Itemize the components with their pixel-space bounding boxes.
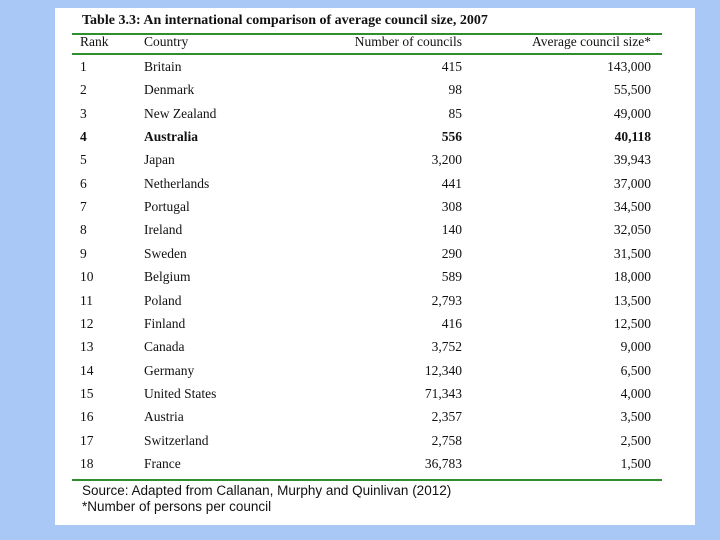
cell: Sweden	[144, 245, 187, 261]
source: Source: Adapted from Callanan, Murphy an…	[82, 483, 452, 498]
rule	[72, 33, 662, 35]
cell: 8	[80, 222, 87, 238]
cell: 71,343	[424, 385, 462, 401]
cell: Denmark	[144, 82, 195, 98]
cell: 18	[80, 455, 94, 471]
cell: New Zealand	[144, 105, 217, 121]
cell: 40,118	[614, 129, 651, 145]
cell: 2	[80, 82, 87, 98]
cell: 2,500	[620, 432, 651, 448]
column-header: Number of councils	[354, 34, 462, 49]
cell: 416	[441, 315, 462, 331]
document-panel: Table 3.3: An international comparison o…	[55, 8, 695, 525]
cell: 32,050	[613, 222, 651, 238]
cell: 16	[80, 409, 94, 425]
cell: 9	[80, 245, 87, 261]
cell: 4,000	[620, 385, 651, 401]
cell: Belgium	[144, 269, 191, 285]
cell: 415	[441, 59, 462, 74]
cell: 37,000	[613, 175, 651, 191]
column-header: Rank	[80, 34, 109, 49]
rule	[72, 53, 662, 55]
cell: Australia	[144, 129, 198, 145]
cell: 556	[441, 129, 462, 145]
cell: 13,500	[613, 292, 651, 308]
cell: Britain	[144, 59, 182, 74]
cell: 12	[80, 315, 94, 331]
cell: 4	[80, 129, 87, 145]
cell: 11	[80, 292, 93, 308]
cell: Germany	[144, 362, 195, 378]
cell: 18,000	[613, 269, 651, 285]
cell: 9,000	[620, 339, 651, 355]
cell: 2,357	[431, 409, 462, 425]
cell: 2,758	[431, 432, 462, 448]
cell: 290	[441, 245, 462, 261]
cell: Switzerland	[144, 432, 209, 448]
cell: 140	[441, 222, 462, 238]
cell: 17	[80, 432, 94, 448]
cell: 1	[80, 59, 87, 74]
cell: Poland	[144, 292, 182, 308]
cell: 441	[441, 175, 462, 191]
cell: 31,500	[613, 245, 651, 261]
rule	[72, 479, 662, 481]
cell: 7	[80, 199, 87, 215]
cell: 308	[441, 199, 462, 215]
cell: 49,000	[613, 105, 651, 121]
cell: 6	[80, 175, 87, 191]
cell: 143,000	[607, 59, 651, 74]
cell: 14	[80, 362, 94, 378]
cell: 5	[80, 152, 87, 168]
cell: France	[144, 455, 181, 471]
cell: 2,793	[431, 292, 462, 308]
cell: 36,783	[424, 455, 462, 471]
cell: 15	[80, 385, 94, 401]
cell: 12,500	[613, 315, 651, 331]
cell: 39,943	[613, 152, 651, 168]
cell: 589	[441, 269, 462, 285]
cell: Japan	[144, 152, 175, 168]
cell: 10	[80, 269, 94, 285]
table-title: Table 3.3: An international comparison o…	[82, 13, 488, 28]
cell: United States	[144, 385, 217, 401]
cell: 3,500	[620, 409, 651, 425]
cell: Portugal	[144, 199, 190, 215]
column-header: Country	[144, 34, 189, 49]
cell: 1,500	[620, 455, 651, 471]
note: *Number of persons per council	[82, 499, 272, 514]
cell: 55,500	[613, 82, 651, 98]
cell: 13	[80, 339, 94, 355]
cell: 98	[448, 82, 463, 98]
cell: Canada	[144, 339, 185, 355]
cell: 12,340	[424, 362, 462, 378]
cell: Netherlands	[144, 175, 210, 191]
cell: 6,500	[620, 362, 651, 378]
cell: 85	[448, 105, 463, 121]
cell: 34,500	[613, 199, 651, 215]
cell: 3,752	[431, 339, 462, 355]
cell: Austria	[144, 409, 184, 425]
cell: Finland	[144, 315, 186, 331]
cell: 3	[80, 105, 87, 121]
cell: 3,200	[431, 152, 462, 168]
cell: Ireland	[144, 222, 183, 238]
column-header: Average council size*	[532, 34, 651, 49]
